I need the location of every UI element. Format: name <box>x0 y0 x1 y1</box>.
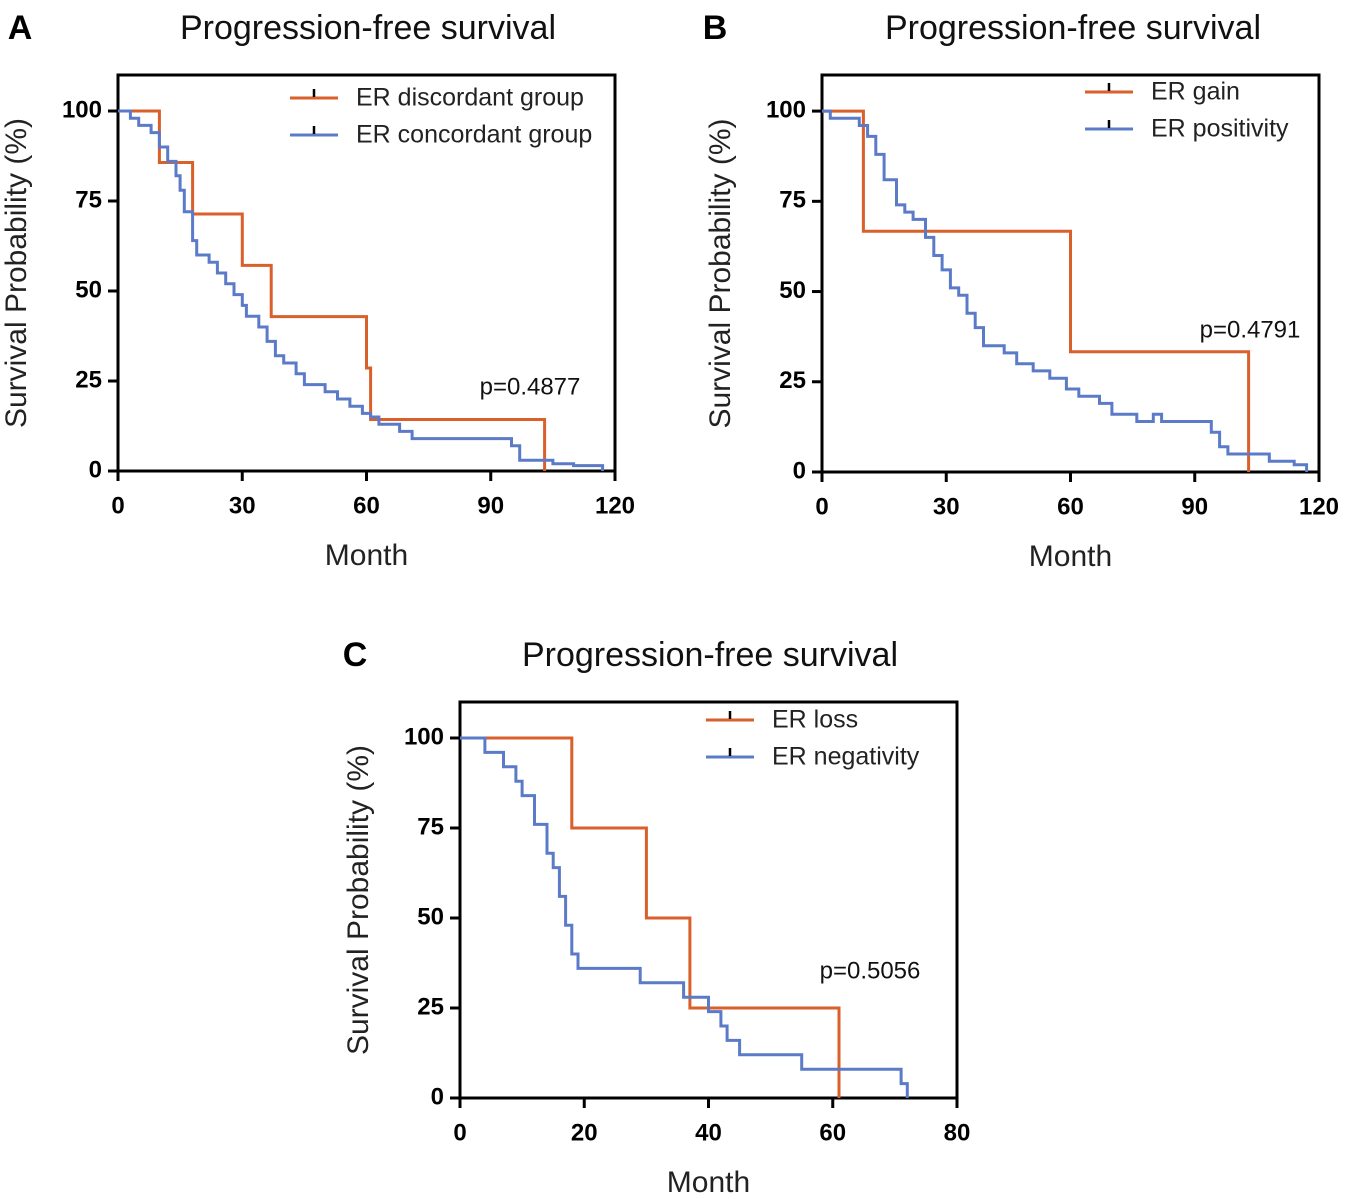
panel-label: A <box>8 9 33 47</box>
x-tick-label: 0 <box>453 1119 466 1146</box>
x-tick-label: 40 <box>695 1119 722 1146</box>
x-tick-label: 30 <box>933 493 960 520</box>
x-tick-label: 90 <box>1181 493 1208 520</box>
x-tick-label: 0 <box>815 493 828 520</box>
x-tick-label: 90 <box>477 492 504 519</box>
series-line-orange <box>460 736 841 1098</box>
series-line-blue <box>460 736 909 1098</box>
y-axis-label: Survival Probability (%) <box>0 118 33 428</box>
y-tick-label: 50 <box>75 276 102 303</box>
y-tick-label: 0 <box>89 456 102 483</box>
series-line-blue <box>118 109 605 471</box>
p-value-annotation: p=0.5056 <box>820 957 921 984</box>
legend-entry: ER gain <box>1151 78 1240 106</box>
legend-entry: ER positivity <box>1151 115 1289 143</box>
panel-b: B Progression-free survival 0 25 50 75 100 0 30 6… <box>703 9 1339 573</box>
y-tick-label: 0 <box>431 1083 444 1110</box>
legend-entry: ER loss <box>772 706 858 734</box>
y-tick-label: 75 <box>417 813 444 840</box>
y-tick-label: 25 <box>779 367 806 394</box>
panel-label: B <box>703 9 728 47</box>
x-tick-label: 0 <box>111 492 124 519</box>
chart-title: Progression-free survival <box>180 9 556 47</box>
panel-label: C <box>343 636 368 674</box>
y-axis-label: Survival Probability (%) <box>342 745 375 1055</box>
series-line-blue <box>822 109 1309 472</box>
y-tick-label: 25 <box>75 366 102 393</box>
p-value-annotation: p=0.4791 <box>1200 316 1301 343</box>
panel-a: A Progression-free survival 0 25 50 75 100 0 30 6… <box>0 9 635 572</box>
legend-entry: ER concordant group <box>356 121 592 149</box>
x-tick-label: 60 <box>819 1119 846 1146</box>
p-value-annotation: p=0.4877 <box>480 373 581 400</box>
y-tick-label: 25 <box>417 993 444 1020</box>
chart-title: Progression-free survival <box>885 9 1261 47</box>
chart-title: Progression-free survival <box>522 636 898 674</box>
y-tick-label: 50 <box>417 903 444 930</box>
x-axis-label: Month <box>667 1166 750 1199</box>
legend-entry: ER discordant group <box>356 84 584 112</box>
panel-c: C Progression-free survival 0 25 50 75 100 0 20 4… <box>342 636 970 1199</box>
y-tick-label: 100 <box>62 96 102 123</box>
y-tick-label: 100 <box>404 723 444 750</box>
y-tick-label: 0 <box>793 457 806 484</box>
series-line-orange <box>822 109 1251 472</box>
x-axis-label: Month <box>325 539 408 572</box>
legend-entry: ER negativity <box>772 743 920 771</box>
x-tick-label: 60 <box>353 492 380 519</box>
x-axis-label: Month <box>1029 540 1112 573</box>
y-tick-label: 100 <box>766 96 806 123</box>
x-tick-label: 120 <box>595 492 635 519</box>
x-tick-label: 20 <box>571 1119 598 1146</box>
series-line-orange <box>118 109 547 471</box>
y-axis-label: Survival Probability (%) <box>704 118 737 428</box>
x-tick-label: 60 <box>1057 493 1084 520</box>
y-tick-label: 75 <box>779 187 806 214</box>
x-tick-label: 80 <box>944 1119 971 1146</box>
x-tick-label: 30 <box>229 492 256 519</box>
x-tick-label: 120 <box>1299 493 1339 520</box>
y-tick-label: 50 <box>779 277 806 304</box>
y-tick-label: 75 <box>75 186 102 213</box>
